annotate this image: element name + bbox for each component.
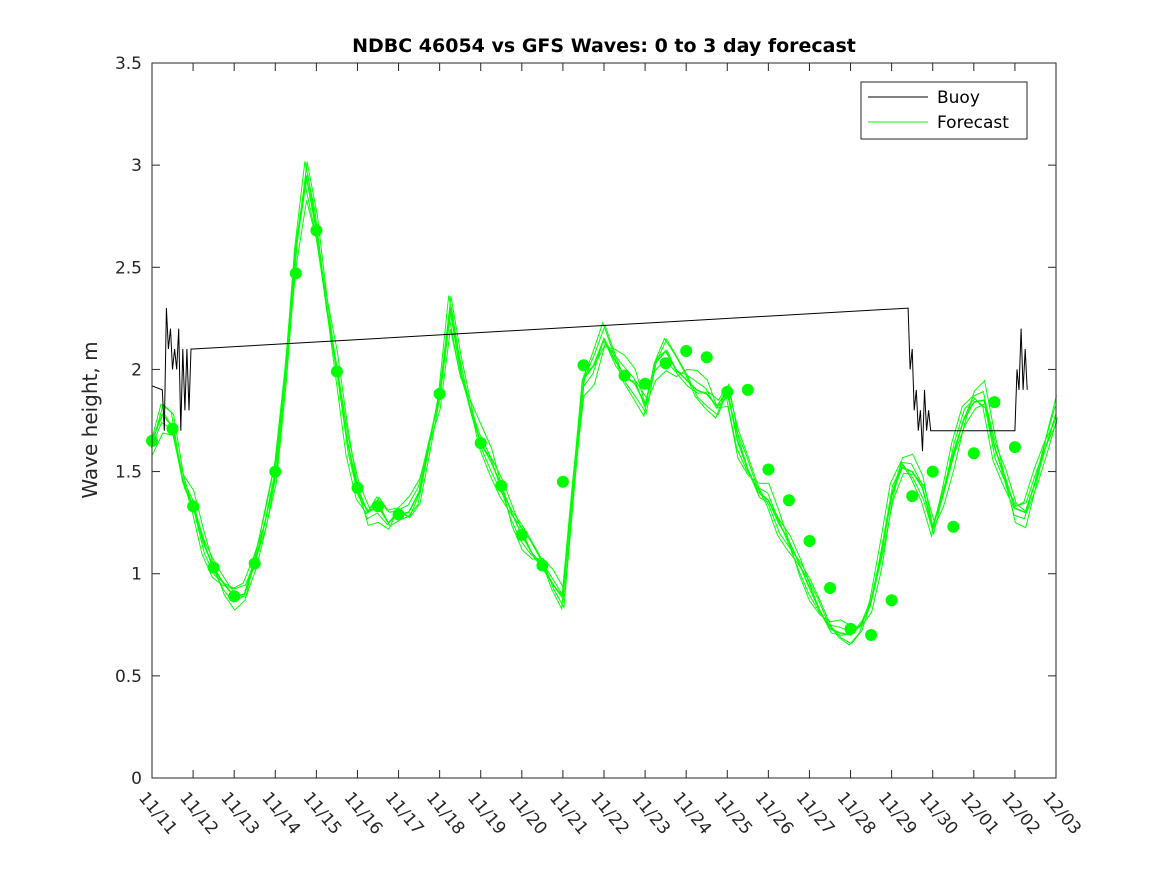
- y-axis-label: Wave height, m: [78, 341, 102, 498]
- forecast-marker: [392, 508, 405, 521]
- forecast-marker: [639, 377, 652, 390]
- forecast-marker: [187, 500, 200, 513]
- forecast-marker: [721, 385, 734, 398]
- y-tick-label: 2: [131, 360, 142, 380]
- forecast-ensemble-line: [150, 161, 1056, 646]
- forecast-marker: [207, 561, 220, 574]
- forecast-marker: [926, 465, 939, 478]
- forecast-marker: [248, 557, 261, 570]
- series-layer: [151, 175, 1057, 636]
- forecast-marker: [741, 383, 754, 396]
- forecast-line: [151, 175, 1057, 636]
- forecast-marker: [166, 422, 179, 435]
- forecast-marker: [618, 369, 631, 382]
- y-tick-label: 1: [131, 565, 142, 585]
- forecast-marker: [844, 622, 857, 635]
- forecast-marker: [515, 528, 528, 541]
- forecast-marker: [967, 447, 980, 460]
- forecast-marker: [762, 463, 775, 476]
- forecast-marker: [474, 437, 487, 449]
- y-tick-label: 0.5: [115, 667, 142, 687]
- legend: Buoy Forecast: [860, 81, 1028, 140]
- forecast-marker: [351, 481, 364, 494]
- y-tick-label: 3.5: [115, 54, 142, 74]
- forecast-marker: [782, 494, 795, 507]
- forecast-marker: [1008, 441, 1021, 454]
- y-tick-label: 1.5: [115, 463, 142, 483]
- forecast-marker: [330, 365, 343, 378]
- forecast-marker: [824, 582, 836, 594]
- y-tick-label: 0: [131, 769, 142, 789]
- forecast-marker: [659, 357, 672, 370]
- forecast-marker: [803, 535, 816, 547]
- legend-box: [860, 81, 1028, 140]
- forecast-marker: [433, 387, 446, 400]
- forecast-marker: [577, 359, 590, 372]
- legend-buoy-label: Buoy: [937, 88, 980, 108]
- chart-title: NDBC 46054 vs GFS Waves: 0 to 3 day fore…: [352, 35, 856, 57]
- forecast-marker: [228, 590, 241, 603]
- forecast-marker: [700, 351, 713, 364]
- buoy-line: [151, 307, 1028, 452]
- forecast-marker: [372, 500, 384, 513]
- forecast-marker: [680, 345, 693, 357]
- legend-forecast-label: Forecast: [937, 113, 1009, 133]
- forecast-ensemble-line: [153, 173, 1058, 636]
- forecast-ensemble-line: [152, 200, 1057, 628]
- forecast-marker: [556, 475, 569, 488]
- forecast-marker: [269, 465, 282, 478]
- forecast-marker: [289, 267, 302, 280]
- marker-layer: [146, 224, 1021, 641]
- y-tick-label: 2.5: [115, 258, 142, 278]
- forecast-marker: [906, 490, 919, 503]
- forecast-marker: [310, 224, 323, 237]
- forecast-marker: [885, 594, 898, 607]
- forecast-marker: [988, 396, 1001, 409]
- forecast-marker: [947, 520, 960, 533]
- forecast-marker: [495, 479, 508, 492]
- y-tick-label: 3: [131, 156, 142, 176]
- forecast-marker: [865, 629, 878, 641]
- forecast-marker: [536, 559, 549, 572]
